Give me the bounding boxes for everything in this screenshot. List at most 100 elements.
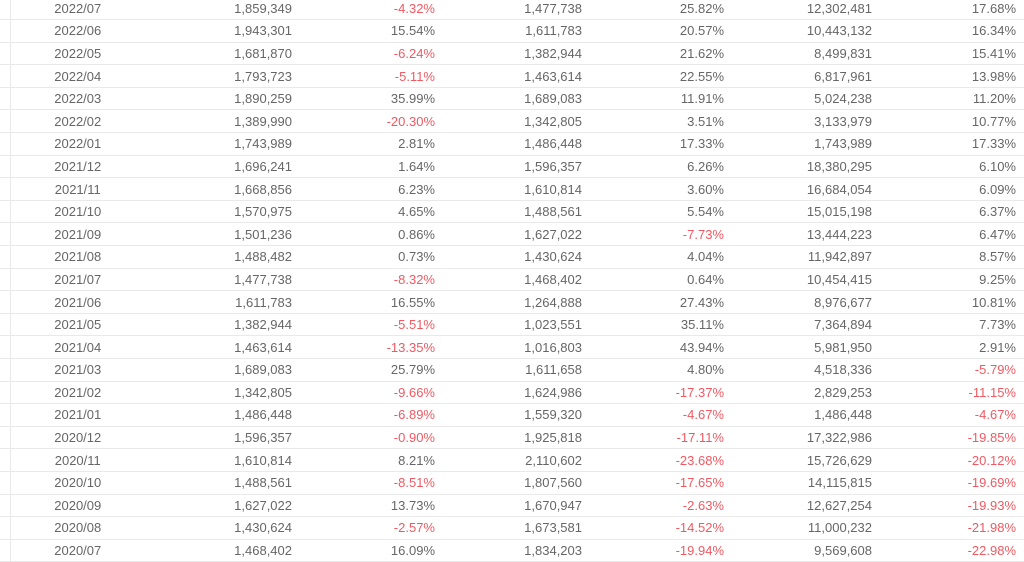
table-row: 2021/03 1,689,083 25.79% 1,611,658 4.80% 4,51…: [0, 358, 1024, 382]
table-cell: 15,726,629: [732, 448, 880, 472]
table-cell: 1,627,022: [443, 222, 590, 247]
table-cell: 11.20%: [880, 87, 1024, 111]
table-cell: 7.73%: [880, 313, 1024, 337]
table-cell: -4.67%: [880, 403, 1024, 427]
table-row: 2022/03 1,890,259 35.99% 1,689,083 11.91% 5,0…: [0, 87, 1024, 111]
table-cell: 1,570,975: [145, 200, 300, 224]
table-cell: 1,611,783: [443, 19, 590, 43]
row-gutter: [0, 516, 11, 540]
table-row: 2021/09 1,501,236 0.86% 1,627,022 -7.73% 13,4…: [0, 222, 1024, 247]
table-cell: 16,684,054: [732, 177, 880, 201]
table-cell: 2.91%: [880, 335, 1024, 359]
table-cell: 16.09%: [300, 539, 443, 562]
table-row: 2021/02 1,342,805 -9.66% 1,624,986 -17.37% 2,…: [0, 381, 1024, 405]
table-cell: 0.73%: [300, 245, 443, 269]
date-cell: 2020/12: [10, 426, 145, 450]
table-cell: 12,302,481: [732, 0, 880, 21]
table-cell: 21.62%: [590, 42, 732, 66]
table-cell: 1,611,658: [443, 358, 590, 382]
row-gutter: [0, 245, 11, 269]
table-cell: 9.25%: [880, 268, 1024, 292]
table-cell: 11,000,232: [732, 516, 880, 540]
date-cell: 2022/07: [10, 0, 145, 21]
table-cell: 1,943,301: [145, 19, 300, 43]
table-cell: 5.54%: [590, 200, 732, 224]
table-cell: 1,743,989: [145, 132, 300, 156]
row-gutter: [0, 42, 11, 66]
table-cell: 1,624,986: [443, 381, 590, 405]
table-cell: 1,596,357: [145, 426, 300, 450]
table-cell: -4.67%: [590, 403, 732, 427]
row-gutter: [0, 268, 11, 292]
table-cell: 20.57%: [590, 19, 732, 43]
row-gutter: [0, 290, 11, 314]
table-cell: 8,499,831: [732, 42, 880, 66]
table-cell: 2,829,253: [732, 381, 880, 405]
table-cell: 6.10%: [880, 155, 1024, 179]
table-cell: 43.94%: [590, 335, 732, 359]
table-cell: 1,023,551: [443, 313, 590, 337]
row-gutter: [0, 471, 11, 495]
table-cell: 27.43%: [590, 290, 732, 314]
table-cell: 14,115,815: [732, 471, 880, 495]
table-cell: -22.98%: [880, 539, 1024, 562]
table-cell: -9.66%: [300, 381, 443, 405]
table-cell: 2.81%: [300, 132, 443, 156]
table-cell: -2.57%: [300, 516, 443, 540]
table-cell: 1,611,783: [145, 290, 300, 314]
row-gutter: [0, 177, 11, 201]
table-cell: 4,518,336: [732, 358, 880, 382]
table-cell: 6.23%: [300, 177, 443, 201]
table-cell: 6.37%: [880, 200, 1024, 224]
table-cell: 0.64%: [590, 268, 732, 292]
row-gutter: [0, 313, 11, 337]
row-gutter: [0, 403, 11, 427]
table-row: 2021/05 1,382,944 -5.51% 1,023,551 35.11% 7,3…: [0, 313, 1024, 337]
date-cell: 2020/10: [10, 471, 145, 495]
row-gutter: [0, 19, 11, 43]
date-cell: 2021/07: [10, 268, 145, 292]
table-cell: 1,430,624: [145, 516, 300, 540]
date-cell: 2022/04: [10, 64, 145, 88]
table-row: 2021/07 1,477,738 -8.32% 1,468,402 0.64% 10,4…: [0, 268, 1024, 292]
table-cell: 1,342,805: [443, 109, 590, 134]
table-cell: 17.33%: [590, 132, 732, 156]
table-cell: -8.51%: [300, 471, 443, 495]
table-cell: 4.80%: [590, 358, 732, 382]
row-gutter: [0, 64, 11, 88]
table-cell: 1,389,990: [145, 109, 300, 134]
table-cell: 25.79%: [300, 358, 443, 382]
table-cell: -14.52%: [590, 516, 732, 540]
table-row: 2021/08 1,488,482 0.73% 1,430,624 4.04% 11,94…: [0, 245, 1024, 269]
table-cell: 8,976,677: [732, 290, 880, 314]
table-cell: 1,342,805: [145, 381, 300, 405]
table-cell: 1,689,083: [443, 87, 590, 111]
date-cell: 2021/08: [10, 245, 145, 269]
table-cell: 1,468,402: [443, 268, 590, 292]
table-cell: 13.73%: [300, 494, 443, 518]
table-row: 2022/05 1,681,870 -6.24% 1,382,944 21.62% 8,4…: [0, 42, 1024, 66]
date-cell: 2022/03: [10, 87, 145, 111]
table-cell: 17.33%: [880, 132, 1024, 156]
table-cell: 1,477,738: [443, 0, 590, 21]
table-cell: 1,689,083: [145, 358, 300, 382]
table-cell: 8.57%: [880, 245, 1024, 269]
date-cell: 2020/08: [10, 516, 145, 540]
table-row: 2020/11 1,610,814 8.21% 2,110,602 -23.68% 15,…: [0, 448, 1024, 472]
table-cell: 1,264,888: [443, 290, 590, 314]
table-cell: -19.94%: [590, 539, 732, 562]
table-cell: 4.65%: [300, 200, 443, 224]
table-cell: -17.37%: [590, 381, 732, 405]
table-cell: 25.82%: [590, 0, 732, 21]
row-gutter: [0, 109, 11, 134]
table-cell: 1,807,560: [443, 471, 590, 495]
table-cell: -20.12%: [880, 448, 1024, 472]
table-cell: 1,627,022: [145, 494, 300, 518]
table-cell: 4.04%: [590, 245, 732, 269]
table-cell: 1,430,624: [443, 245, 590, 269]
table-cell: -5.79%: [880, 358, 1024, 382]
table-cell: -4.32%: [300, 0, 443, 21]
table-cell: 35.99%: [300, 87, 443, 111]
table-row: 2022/06 1,943,301 15.54% 1,611,783 20.57% 10,…: [0, 19, 1024, 43]
